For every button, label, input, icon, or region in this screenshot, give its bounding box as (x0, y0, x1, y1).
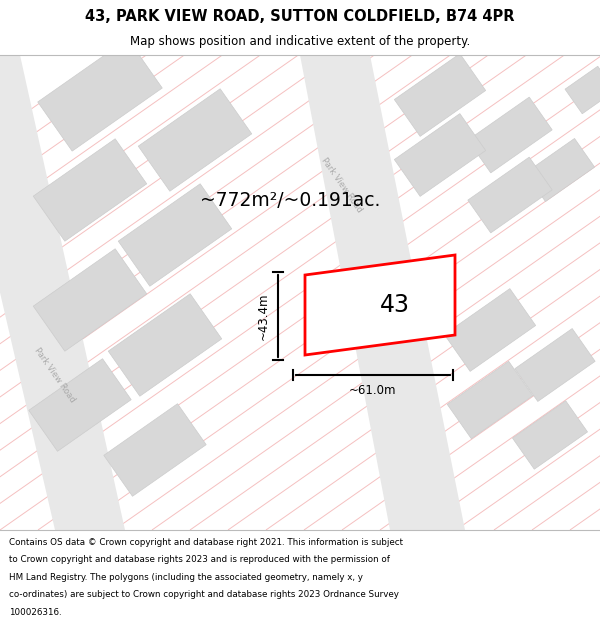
Polygon shape (300, 55, 465, 530)
Text: co-ordinates) are subject to Crown copyright and database rights 2023 Ordnance S: co-ordinates) are subject to Crown copyr… (9, 591, 399, 599)
Polygon shape (38, 39, 162, 151)
Polygon shape (108, 294, 222, 396)
Polygon shape (394, 54, 485, 136)
Text: ~772m²/~0.191ac.: ~772m²/~0.191ac. (200, 191, 380, 209)
Text: ~43.4m: ~43.4m (257, 292, 270, 340)
Polygon shape (33, 249, 147, 351)
Polygon shape (33, 139, 147, 241)
Polygon shape (394, 114, 485, 196)
Polygon shape (515, 329, 595, 401)
Polygon shape (468, 97, 552, 173)
Polygon shape (138, 89, 252, 191)
Text: 43, PARK VIEW ROAD, SUTTON COLDFIELD, B74 4PR: 43, PARK VIEW ROAD, SUTTON COLDFIELD, B7… (85, 9, 515, 24)
Polygon shape (526, 139, 595, 201)
Text: Park View Road: Park View Road (33, 346, 77, 404)
Polygon shape (512, 401, 587, 469)
Text: HM Land Registry. The polygons (including the associated geometry, namely x, y: HM Land Registry. The polygons (includin… (9, 572, 363, 582)
Polygon shape (104, 404, 206, 496)
Polygon shape (0, 55, 125, 530)
Text: to Crown copyright and database rights 2023 and is reproduced with the permissio: to Crown copyright and database rights 2… (9, 555, 390, 564)
Polygon shape (565, 66, 600, 114)
Text: Park View Road: Park View Road (320, 156, 364, 214)
Polygon shape (118, 184, 232, 286)
Polygon shape (305, 255, 455, 355)
Text: 100026316.: 100026316. (9, 608, 62, 617)
Text: Map shows position and indicative extent of the property.: Map shows position and indicative extent… (130, 35, 470, 48)
Polygon shape (447, 361, 533, 439)
Text: 43: 43 (380, 293, 410, 317)
Polygon shape (445, 289, 536, 371)
Text: ~61.0m: ~61.0m (349, 384, 397, 397)
Text: Contains OS data © Crown copyright and database right 2021. This information is : Contains OS data © Crown copyright and d… (9, 538, 403, 547)
Polygon shape (29, 359, 131, 451)
Polygon shape (468, 157, 552, 233)
